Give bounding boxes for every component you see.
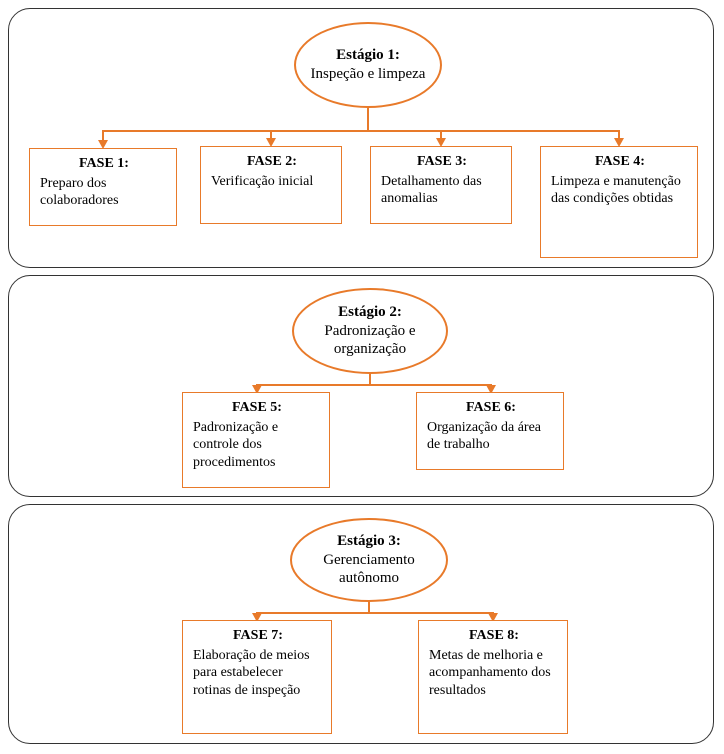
phase-2-label-bold: FASE 2: bbox=[211, 153, 333, 171]
phase-8-label-bold: FASE 8: bbox=[429, 627, 559, 645]
phase-1-box: FASE 1: Preparo dos colaboradores bbox=[29, 148, 177, 226]
conn-s1-stem bbox=[367, 108, 369, 130]
stage-3-title-bold: Estágio 3: bbox=[302, 532, 436, 551]
stage-1-oval: Estágio 1: Inspeção e limpeza bbox=[294, 22, 442, 108]
phase-2-box: FASE 2: Verificação inicial bbox=[200, 146, 342, 224]
phase-5-label-rest: Padronização e controle dos procedimento… bbox=[193, 420, 278, 470]
conn-s3-hbar bbox=[256, 612, 493, 614]
phase-8-box: FASE 8: Metas de melhoria e acompanhamen… bbox=[418, 620, 568, 734]
stage-2-title-rest: Padronização e organização bbox=[304, 322, 436, 360]
conn-s1-hbar bbox=[102, 130, 619, 132]
stage-1-title-bold: Estágio 1: bbox=[306, 46, 430, 65]
phase-7-label-rest: Elaboração de meios para estabelecer rot… bbox=[193, 648, 310, 698]
phase-4-label-bold: FASE 4: bbox=[551, 153, 689, 171]
phase-1-label-bold: FASE 1: bbox=[40, 155, 168, 173]
phase-4-box: FASE 4: Limpeza e manutenção das condiçõ… bbox=[540, 146, 698, 258]
phase-4-label-rest: Limpeza e manutenção das condições obtid… bbox=[551, 174, 681, 207]
phase-5-label-bold: FASE 5: bbox=[193, 399, 321, 417]
phase-6-label-rest: Organização da área de trabalho bbox=[427, 420, 541, 453]
stage-1-title-rest: Inspeção e limpeza bbox=[306, 65, 430, 84]
phase-6-box: FASE 6: Organização da área de trabalho bbox=[416, 392, 564, 470]
phase-2-label-rest: Verificação inicial bbox=[211, 174, 313, 189]
stage-3-title-rest: Gerenciamento autônomo bbox=[302, 551, 436, 589]
phase-8-label-rest: Metas de melhoria e acompanhamento dos r… bbox=[429, 648, 551, 698]
phase-3-label-bold: FASE 3: bbox=[381, 153, 503, 171]
stage-2-oval: Estágio 2: Padronização e organização bbox=[292, 288, 448, 374]
phase-3-box: FASE 3: Detalhamento das anomalias bbox=[370, 146, 512, 224]
conn-s3-stem bbox=[368, 602, 370, 612]
phase-1-label-rest: Preparo dos colaboradores bbox=[40, 176, 119, 209]
phase-7-label-bold: FASE 7: bbox=[193, 627, 323, 645]
conn-s2-hbar bbox=[256, 384, 491, 386]
phase-7-box: FASE 7: Elaboração de meios para estabel… bbox=[182, 620, 332, 734]
phase-5-box: FASE 5: Padronização e controle dos proc… bbox=[182, 392, 330, 488]
stage-3-oval: Estágio 3: Gerenciamento autônomo bbox=[290, 518, 448, 602]
stage-2-title-bold: Estágio 2: bbox=[304, 303, 436, 322]
conn-s2-stem bbox=[369, 374, 371, 384]
phase-3-label-rest: Detalhamento das anomalias bbox=[381, 174, 482, 207]
phase-6-label-bold: FASE 6: bbox=[427, 399, 555, 417]
